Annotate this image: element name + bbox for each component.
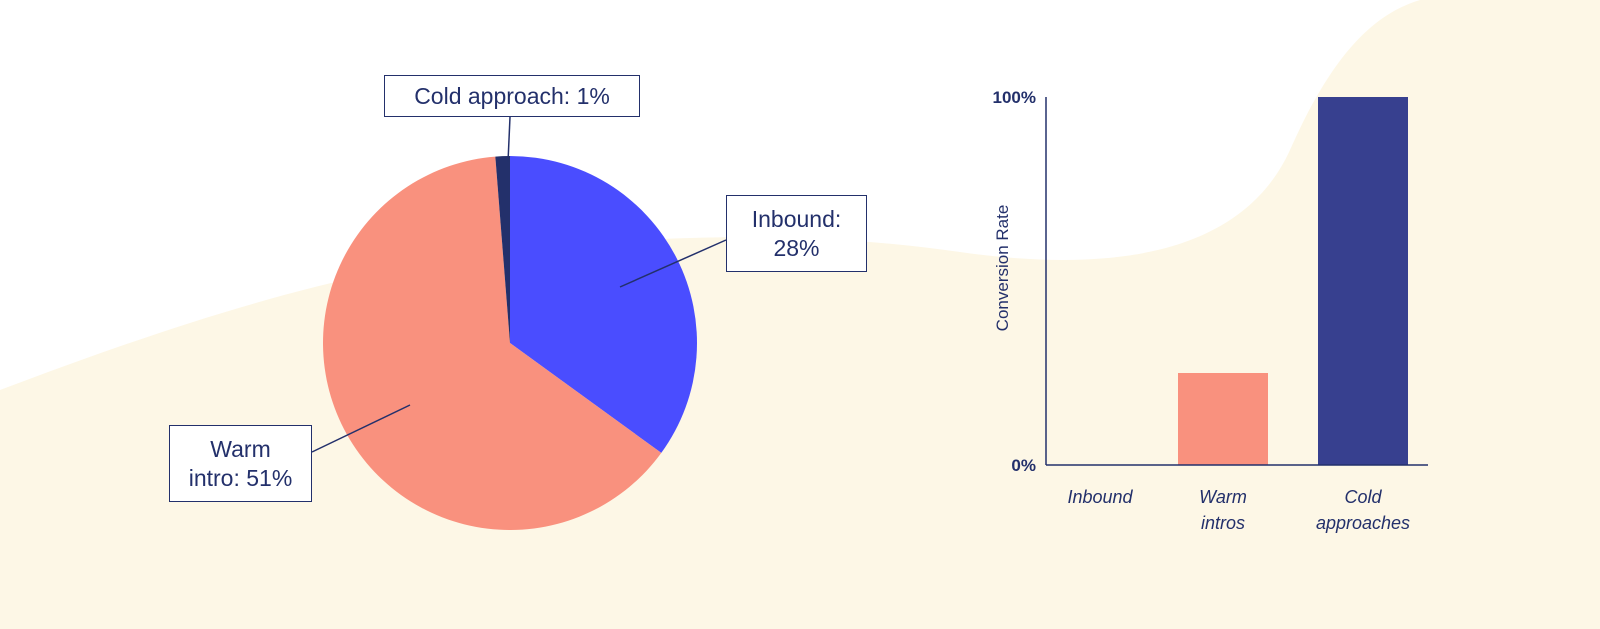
- leader-line-inbound: [619, 239, 727, 288]
- pie-slice-cold-approach: [495, 156, 510, 343]
- pie-label-warm: Warm intro: 51%: [169, 425, 312, 502]
- pie-label-cold: Cold approach: 1%: [384, 75, 640, 117]
- category-labels: Inbound Warm intros Cold approaches: [1067, 487, 1410, 533]
- bar-cold-approaches: [1318, 97, 1408, 465]
- pie-label-warm-line2: intro: 51%: [188, 465, 293, 491]
- category-label: Inbound: [1067, 487, 1133, 507]
- pie-slice-warm-intro: [323, 156, 662, 530]
- bar-chart: 0% 100% Inbound Warm intros Cold approaches C…: [993, 88, 1428, 533]
- pie-label-warm-line1: Warm: [210, 436, 271, 462]
- bar-warm-intros: [1178, 373, 1268, 465]
- leader-line-warm: [311, 404, 411, 453]
- bar-axes: [1045, 97, 1428, 466]
- pie-label-inbound-line2: 28%: [773, 235, 820, 261]
- category-label: Warm intros: [1199, 487, 1247, 533]
- y-axis-title: Conversion Rate: [993, 205, 1012, 332]
- pie-label-inbound: Inbound: 28%: [726, 195, 867, 272]
- pie-slice-inbound: [510, 156, 698, 453]
- category-label: Cold approaches: [1316, 487, 1410, 533]
- pie-chart: [311, 116, 727, 530]
- y-tick-labels: 0% 100%: [993, 88, 1036, 475]
- leader-line-cold: [507, 116, 511, 163]
- pie-label-cold-text: Cold approach: 1%: [414, 83, 610, 109]
- y-tick-label: 0%: [1011, 456, 1036, 475]
- pie-label-inbound-line1: Inbound:: [751, 206, 842, 232]
- pie-leader-lines: [311, 116, 727, 453]
- y-tick-label: 100%: [993, 88, 1036, 107]
- bar-bars: [1178, 97, 1408, 465]
- pie-slices: [323, 156, 698, 530]
